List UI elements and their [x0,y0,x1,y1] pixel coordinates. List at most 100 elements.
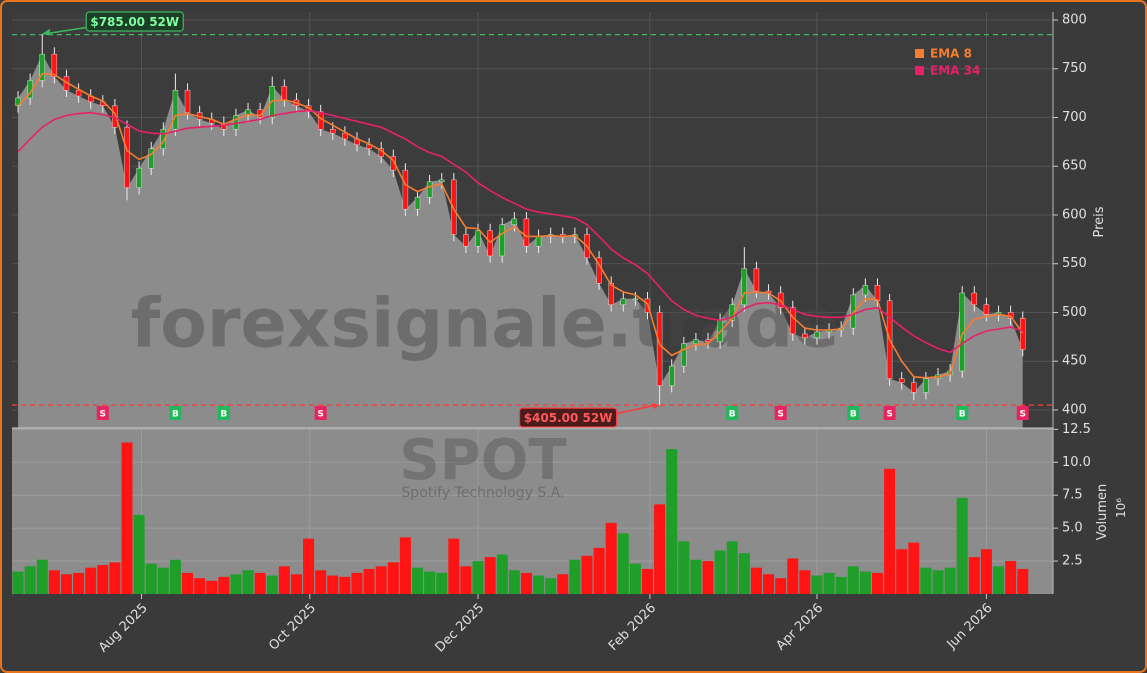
y-tick-label: 750 [1062,61,1087,76]
volume-bar [884,468,896,594]
volume-bar [97,565,109,594]
volume-bar [351,572,363,594]
reference-label: $785.00 52W [90,15,179,29]
y-tick-label: 650 [1062,159,1087,174]
volume-bar [375,566,387,594]
candle-body [523,218,530,247]
y-tick-label: 600 [1062,207,1087,222]
candle-body [596,257,602,284]
volume-bar [182,572,194,594]
y-tick-label: 10.0 [1062,455,1091,470]
signal-marker [726,406,739,420]
candle-body [463,234,469,247]
signal-marker [217,406,230,420]
candle-body [535,236,542,247]
volume-panel [12,428,1053,594]
price-layer: forexsignale.trade [12,12,1053,428]
signal-label: B [959,410,966,420]
candle-body [75,89,82,97]
candle-body [911,382,917,393]
reference-arrow [616,404,656,415]
candle-body [790,307,796,335]
ema-line [17,109,1023,354]
candle-body [245,109,251,116]
y-tick-label: 550 [1062,256,1087,271]
volume-bar [303,538,315,594]
candle-body [184,89,191,113]
volume-bar [484,557,496,594]
volume-bar [920,567,932,594]
candle-body [475,230,481,247]
candle-body [499,224,505,257]
volume-bar [472,561,484,594]
volume-bar [617,533,629,594]
candle-body [330,128,336,134]
volume-bar [157,567,169,594]
volume-bar [278,566,290,594]
candle-body [136,167,142,188]
volume-bar [169,559,181,594]
volume-bar [206,580,218,594]
candle-body [51,53,58,77]
volume-bar [315,570,327,594]
volume-bar [85,567,97,594]
volume-bar [545,578,557,594]
volume-bar [956,497,968,594]
legend-swatch [915,66,924,75]
volume-bar [787,558,799,594]
candle-body [342,132,348,140]
y-tick-label: 400 [1062,402,1087,417]
candle-body [172,89,179,130]
y-tick-label: 450 [1062,354,1087,369]
signal-marker [847,406,860,420]
candle-body [148,148,154,169]
y-tick-label: 2.5 [1062,554,1083,569]
candle-body [874,284,881,301]
candle-body [923,378,929,393]
volume-bar [738,553,750,594]
volume-bar [629,563,641,594]
volume-bar [460,566,472,594]
volume-bar [242,570,254,594]
volume-bar [641,568,653,594]
y-tick-label: 7.5 [1062,488,1083,503]
signal-marker [169,406,182,420]
volume-bar [835,576,847,594]
volume-bar [968,557,980,594]
volume-bar [932,570,944,594]
volume-bar [533,575,545,594]
reference-label-box [85,11,184,32]
candle-body [802,333,808,339]
signal-label: B [850,410,857,420]
price-area [18,54,1023,428]
candle-body [511,218,518,225]
volume-bar [908,542,920,594]
candle-body [814,331,820,339]
candle-body [971,292,978,305]
volume-bar [980,549,992,594]
volume-bar [387,562,399,594]
volume-bar [944,567,956,594]
volume-bar [12,571,24,594]
volume-bar [145,563,157,594]
volume-bar [412,567,424,594]
volume-bar [520,572,532,594]
volume-bar [109,562,121,594]
signal-label: B [729,410,736,420]
volume-bar [871,572,883,594]
candle-body [681,343,687,367]
signal-label: S [886,410,892,420]
candle-body [620,298,626,305]
candle-body [414,197,421,210]
y-tick-label: 700 [1062,110,1087,125]
volume-bar [714,550,726,594]
watermark: forexsignale.trade [131,285,840,364]
signal-marker [774,406,787,420]
volume-bar [1017,568,1029,594]
volume-bar [763,574,775,594]
reference-label-box [518,407,618,428]
candle-body [693,339,699,344]
legend-label: EMA 8 [930,47,972,61]
volume-axis-label: Volumen [1095,484,1110,541]
